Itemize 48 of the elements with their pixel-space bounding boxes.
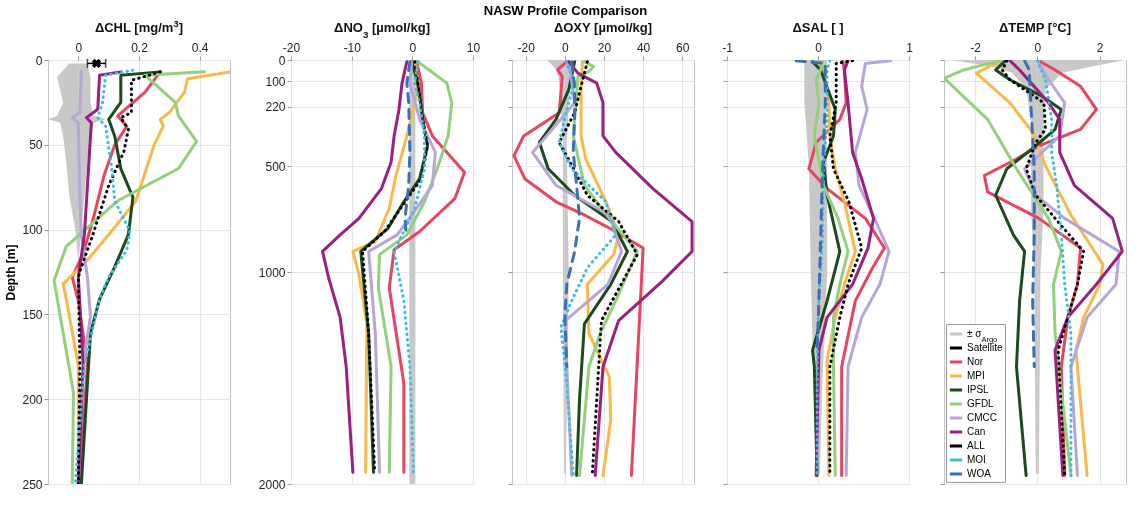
x-tick-label: 0 [409, 40, 417, 55]
y-tick-label: 250 [22, 477, 43, 492]
x-tick-label: -20 [517, 40, 536, 55]
x-tick-label: 0.4 [191, 40, 209, 55]
y-tick-label: 500 [265, 159, 286, 174]
legend-label: ALL [967, 440, 986, 451]
chart-title: ΔSAL [ ] [792, 20, 844, 35]
legend-label: CMCC [967, 412, 997, 423]
text: Satellite [967, 342, 1003, 353]
x-tick-label: 20 [597, 40, 612, 55]
x-tick-label: -1 [722, 40, 734, 55]
x-tick-label: 40 [636, 40, 651, 55]
chart-title: ΔTEMP [°C] [998, 20, 1072, 35]
x-tick-label: 0.2 [131, 40, 149, 55]
y-axis-title: Depth [m] [4, 244, 19, 301]
x-tick-label: 2 [1096, 40, 1104, 55]
y-tick-label: 200 [22, 392, 43, 407]
y-tick-label: 150 [22, 307, 43, 322]
x-tick-label: 10 [466, 40, 481, 55]
x-tick-label: -2 [970, 40, 982, 55]
x-tick-label: 0 [75, 40, 83, 55]
y-tick-label: 100 [265, 74, 286, 89]
y-tick-label: 50 [29, 138, 43, 153]
legend-label: Nor [967, 356, 984, 367]
legend-label: MPI [967, 370, 985, 381]
x-tick-label: -20 [282, 40, 301, 55]
x-tick-label: 0 [561, 40, 569, 55]
y-tick-label: 100 [22, 223, 43, 238]
x-tick-label: 0 [815, 40, 823, 55]
chart-title: ΔNO$_{3}$ [µmol/kg] [334, 20, 430, 40]
text: NASW Profile Comparison [483, 2, 648, 18]
legend-label: GFDL [967, 398, 995, 409]
y-tick-label: 1000 [258, 265, 286, 280]
x-tick-label: -10 [343, 40, 362, 55]
y-tick-label: 0 [35, 53, 43, 68]
legend-label: MOI [967, 454, 986, 465]
legend-label: Can [967, 426, 986, 437]
chart-title: ΔOXY [µmol/kg] [553, 20, 653, 35]
legend-label: ± σ$_{Argo}$ [967, 328, 998, 344]
x-tick-label: 60 [676, 40, 690, 55]
y-tick-label: 2000 [258, 477, 286, 492]
x-tick-label: 0 [1034, 40, 1042, 55]
x-tick-label: 1 [906, 40, 914, 55]
y-tick-label: 0 [278, 53, 286, 68]
y-tick-label: 220 [265, 100, 286, 115]
chart-title: ΔCHL [mg/m$^{3}$] [94, 17, 184, 35]
legend-label: IPSL [967, 384, 990, 395]
legend-label: WOA [967, 468, 992, 479]
